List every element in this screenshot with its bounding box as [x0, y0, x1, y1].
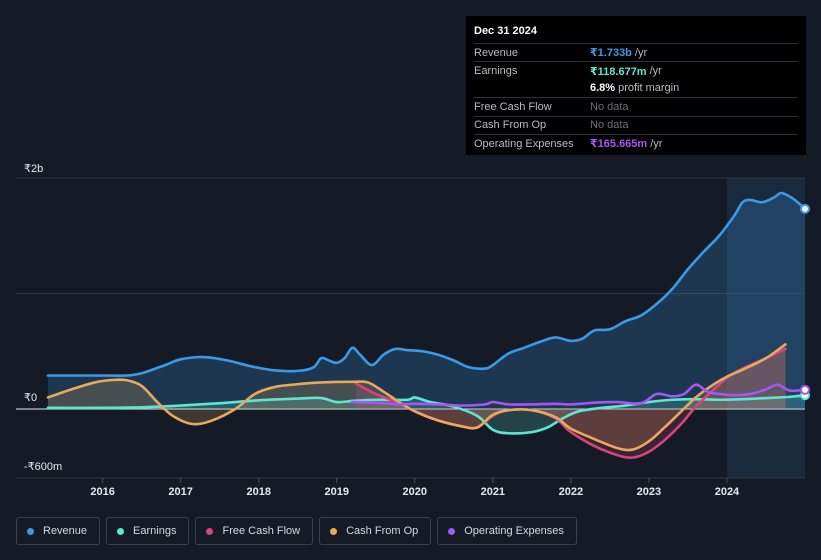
tooltip-label: Operating Expenses	[474, 137, 574, 150]
tooltip-date: Dec 31 2024	[474, 25, 537, 37]
tooltip-value: ₹1.733b	[590, 47, 632, 60]
legend-item-free-cash-flow[interactable]: Free Cash Flow	[195, 517, 314, 545]
series-end-marker-operating-expenses	[800, 384, 810, 395]
series-area-revenue	[48, 193, 805, 409]
tooltip-value: ₹118.677m	[590, 65, 647, 78]
tooltip-value: 6.8%	[590, 82, 616, 95]
x-tick-label: 2018	[246, 486, 270, 498]
x-tick-label: 2023	[637, 486, 661, 498]
tooltip-row-profit-margin: 6.8% profit margin	[474, 80, 798, 97]
legend-label: Revenue	[43, 525, 88, 537]
tooltip-unit: profit margin	[618, 82, 680, 95]
legend-dot-icon	[117, 527, 125, 535]
x-tick-label: 2021	[481, 486, 505, 498]
series-line-operating-expenses	[351, 383, 807, 407]
legend-item-operating-expenses[interactable]: Operating Expenses	[437, 517, 577, 545]
tooltip-row-operating-expenses: Operating Expenses ₹165.665m /yr	[474, 133, 798, 152]
x-tick-label: 2016	[90, 486, 114, 498]
legend-label: Free Cash Flow	[222, 525, 301, 537]
tooltip-row-revenue: Revenue ₹1.733b /yr	[474, 43, 798, 61]
tooltip-row-free-cash-flow: Free Cash Flow No data	[474, 97, 798, 115]
data-tooltip: Dec 31 2024 Revenue ₹1.733b /yr Earnings…	[466, 16, 806, 155]
tooltip-unit: /yr	[634, 46, 648, 59]
x-tick-label: 2020	[403, 486, 427, 498]
series-line-cash-from-op	[46, 343, 787, 452]
tooltip-row-earnings: Earnings ₹118.677m /yr	[474, 61, 798, 79]
legend-dot-icon	[330, 527, 338, 535]
y-tick-label: ₹0	[24, 392, 37, 404]
legend-label: Cash From Op	[346, 525, 419, 537]
y-tick-label: -₹600m	[24, 461, 62, 473]
tooltip-row-cash-from-op: Cash From Op No data	[474, 115, 798, 134]
legend-item-cash-from-op[interactable]: Cash From Op	[319, 517, 432, 545]
legend-label: Operating Expenses	[464, 525, 564, 537]
tooltip-label: Revenue	[474, 46, 519, 59]
x-tick-label: 2022	[559, 486, 583, 498]
tooltip-unit: /yr	[650, 137, 663, 150]
tooltip-value: ₹165.665m	[590, 138, 648, 151]
forecast-highlight	[726, 178, 805, 478]
tooltip-unit: /yr	[649, 65, 662, 78]
tooltip-label: Cash From Op	[474, 119, 547, 132]
series-area-earnings	[48, 395, 805, 434]
legend-label: Earnings	[133, 525, 177, 537]
tooltip-label: Free Cash Flow	[474, 100, 552, 113]
legend-dot-icon	[27, 527, 34, 535]
legend-item-revenue[interactable]: Revenue	[16, 517, 101, 545]
chart-legend: Revenue Earnings Free Cash Flow Cash Fro…	[16, 517, 577, 545]
series-area-cash-from-op	[48, 344, 786, 451]
series-line-revenue	[46, 191, 807, 377]
x-tick-label: 2019	[325, 486, 349, 498]
tooltip-value: No data	[590, 119, 629, 132]
x-tick-label: 2024	[715, 486, 740, 498]
legend-dot-icon	[206, 527, 214, 535]
tooltip-value: No data	[590, 100, 629, 113]
tooltip-label: Earnings	[474, 65, 518, 78]
legend-dot-icon	[448, 527, 456, 535]
y-tick-label: ₹2b	[24, 163, 43, 175]
x-tick-label: 2017	[168, 486, 192, 498]
legend-item-earnings[interactable]: Earnings	[106, 517, 190, 545]
series-end-marker-revenue	[800, 203, 810, 214]
